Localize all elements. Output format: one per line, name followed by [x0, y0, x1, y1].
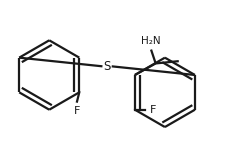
Text: F: F — [150, 105, 156, 115]
Text: F: F — [74, 106, 80, 116]
Text: H₂N: H₂N — [141, 36, 161, 46]
Text: S: S — [104, 60, 111, 73]
